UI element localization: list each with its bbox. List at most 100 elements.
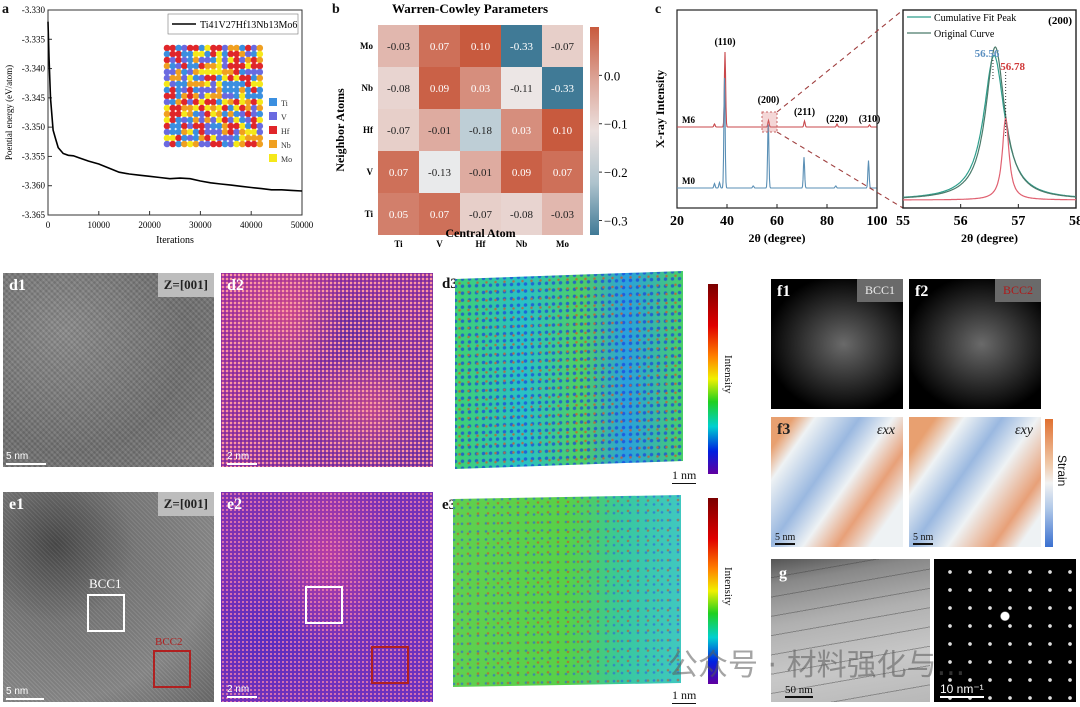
atom bbox=[204, 110, 211, 118]
atom bbox=[175, 44, 182, 52]
atom bbox=[175, 92, 182, 100]
atom bbox=[163, 104, 171, 112]
atom bbox=[233, 98, 240, 106]
atom bbox=[204, 92, 211, 100]
atom bbox=[210, 140, 217, 148]
atom bbox=[256, 80, 264, 88]
intensity-colorbar-label: Intensity bbox=[722, 567, 734, 606]
atom bbox=[233, 116, 240, 124]
peak-annotation: (211) bbox=[794, 107, 815, 118]
atom bbox=[169, 86, 177, 94]
atom bbox=[204, 134, 211, 142]
atom bbox=[256, 74, 264, 82]
atom bbox=[186, 68, 194, 76]
atom bbox=[163, 80, 171, 88]
atom bbox=[210, 62, 217, 70]
legend-swatch bbox=[269, 140, 277, 148]
peak-position-label: 56.78 bbox=[1000, 61, 1025, 73]
legend-swatch bbox=[269, 112, 277, 120]
atom bbox=[250, 134, 258, 142]
atom bbox=[181, 44, 188, 52]
cell-value-label: -0.01 bbox=[428, 125, 451, 137]
fft-image-f1: f1 BCC1 bbox=[771, 279, 903, 409]
atom bbox=[163, 74, 171, 82]
legend-label: Original Curve bbox=[934, 29, 995, 40]
atom bbox=[233, 128, 240, 136]
atom bbox=[210, 44, 217, 52]
heatmap-cell bbox=[501, 109, 542, 151]
atom bbox=[181, 116, 188, 124]
heatmap-cell bbox=[419, 151, 460, 193]
heatmap-cell bbox=[542, 193, 583, 235]
atom bbox=[192, 110, 200, 118]
heatmap-cell bbox=[501, 25, 542, 67]
atom bbox=[186, 122, 194, 130]
atom bbox=[244, 128, 252, 136]
atom bbox=[221, 68, 229, 76]
panel-a-label: a bbox=[2, 2, 9, 17]
atom bbox=[215, 44, 223, 52]
atom bbox=[175, 80, 182, 88]
atom bbox=[244, 92, 252, 100]
atom bbox=[181, 86, 188, 94]
atom bbox=[239, 140, 246, 148]
atom bbox=[181, 68, 188, 76]
atom bbox=[244, 98, 252, 106]
intensity-3d-surface-e3 bbox=[453, 495, 681, 687]
scale-bar: 2 nm bbox=[227, 684, 257, 698]
atom bbox=[221, 134, 229, 142]
atom bbox=[186, 140, 194, 148]
atom bbox=[204, 44, 211, 52]
scale-bar: 10 nm⁻¹ bbox=[940, 682, 984, 698]
chart-title: Warren-Cowley Parameters bbox=[392, 1, 548, 16]
heatmap-cell bbox=[378, 151, 419, 193]
atom bbox=[204, 86, 211, 94]
atom bbox=[256, 140, 264, 148]
atom bbox=[175, 110, 182, 118]
x-tick-label: 20 bbox=[670, 214, 684, 229]
watermark: 公众号 · 材料强化与... bbox=[668, 648, 966, 683]
atom bbox=[239, 56, 246, 64]
atom bbox=[227, 116, 235, 124]
atom bbox=[192, 56, 200, 64]
atom bbox=[256, 110, 264, 118]
legend-swatch bbox=[269, 126, 277, 134]
atom bbox=[175, 128, 182, 136]
atom bbox=[169, 128, 177, 136]
heatmap-cell bbox=[419, 193, 460, 235]
atom bbox=[250, 104, 258, 112]
atom bbox=[181, 80, 188, 88]
cell-value-label: -0.08 bbox=[510, 209, 533, 221]
exx-label: εxx bbox=[877, 423, 895, 438]
atom bbox=[233, 110, 240, 118]
atom bbox=[198, 110, 206, 118]
legend-box bbox=[167, 13, 299, 35]
atom bbox=[198, 128, 206, 136]
atom bbox=[198, 86, 206, 94]
atom bbox=[244, 116, 252, 124]
x-axis-label: 2θ (degree) bbox=[961, 231, 1018, 245]
y-tick-label: V bbox=[367, 167, 374, 177]
atom bbox=[233, 74, 240, 82]
atom bbox=[233, 62, 240, 70]
cell-value-label: -0.03 bbox=[387, 41, 410, 53]
atom bbox=[163, 122, 171, 130]
atom bbox=[215, 68, 223, 76]
cell-value-label: 0.10 bbox=[471, 41, 491, 53]
atom bbox=[256, 44, 264, 52]
atom bbox=[227, 128, 235, 136]
atom bbox=[181, 104, 188, 112]
legend-label: Ti41V27Hf13Nb13Mo6 bbox=[200, 20, 297, 31]
legend-label: V bbox=[281, 113, 287, 122]
atom bbox=[233, 122, 240, 130]
atom bbox=[239, 104, 246, 112]
panel-e3-label: e3 bbox=[442, 497, 457, 513]
atom bbox=[175, 68, 182, 76]
heatmap-cell bbox=[419, 109, 460, 151]
heatmap-cell bbox=[460, 151, 501, 193]
saed-pattern: 10 nm⁻¹ bbox=[934, 559, 1076, 702]
atom bbox=[198, 68, 206, 76]
bcc1-tag: BCC1 bbox=[856, 279, 903, 302]
atom bbox=[169, 122, 177, 130]
heatmap-cell bbox=[542, 25, 583, 67]
